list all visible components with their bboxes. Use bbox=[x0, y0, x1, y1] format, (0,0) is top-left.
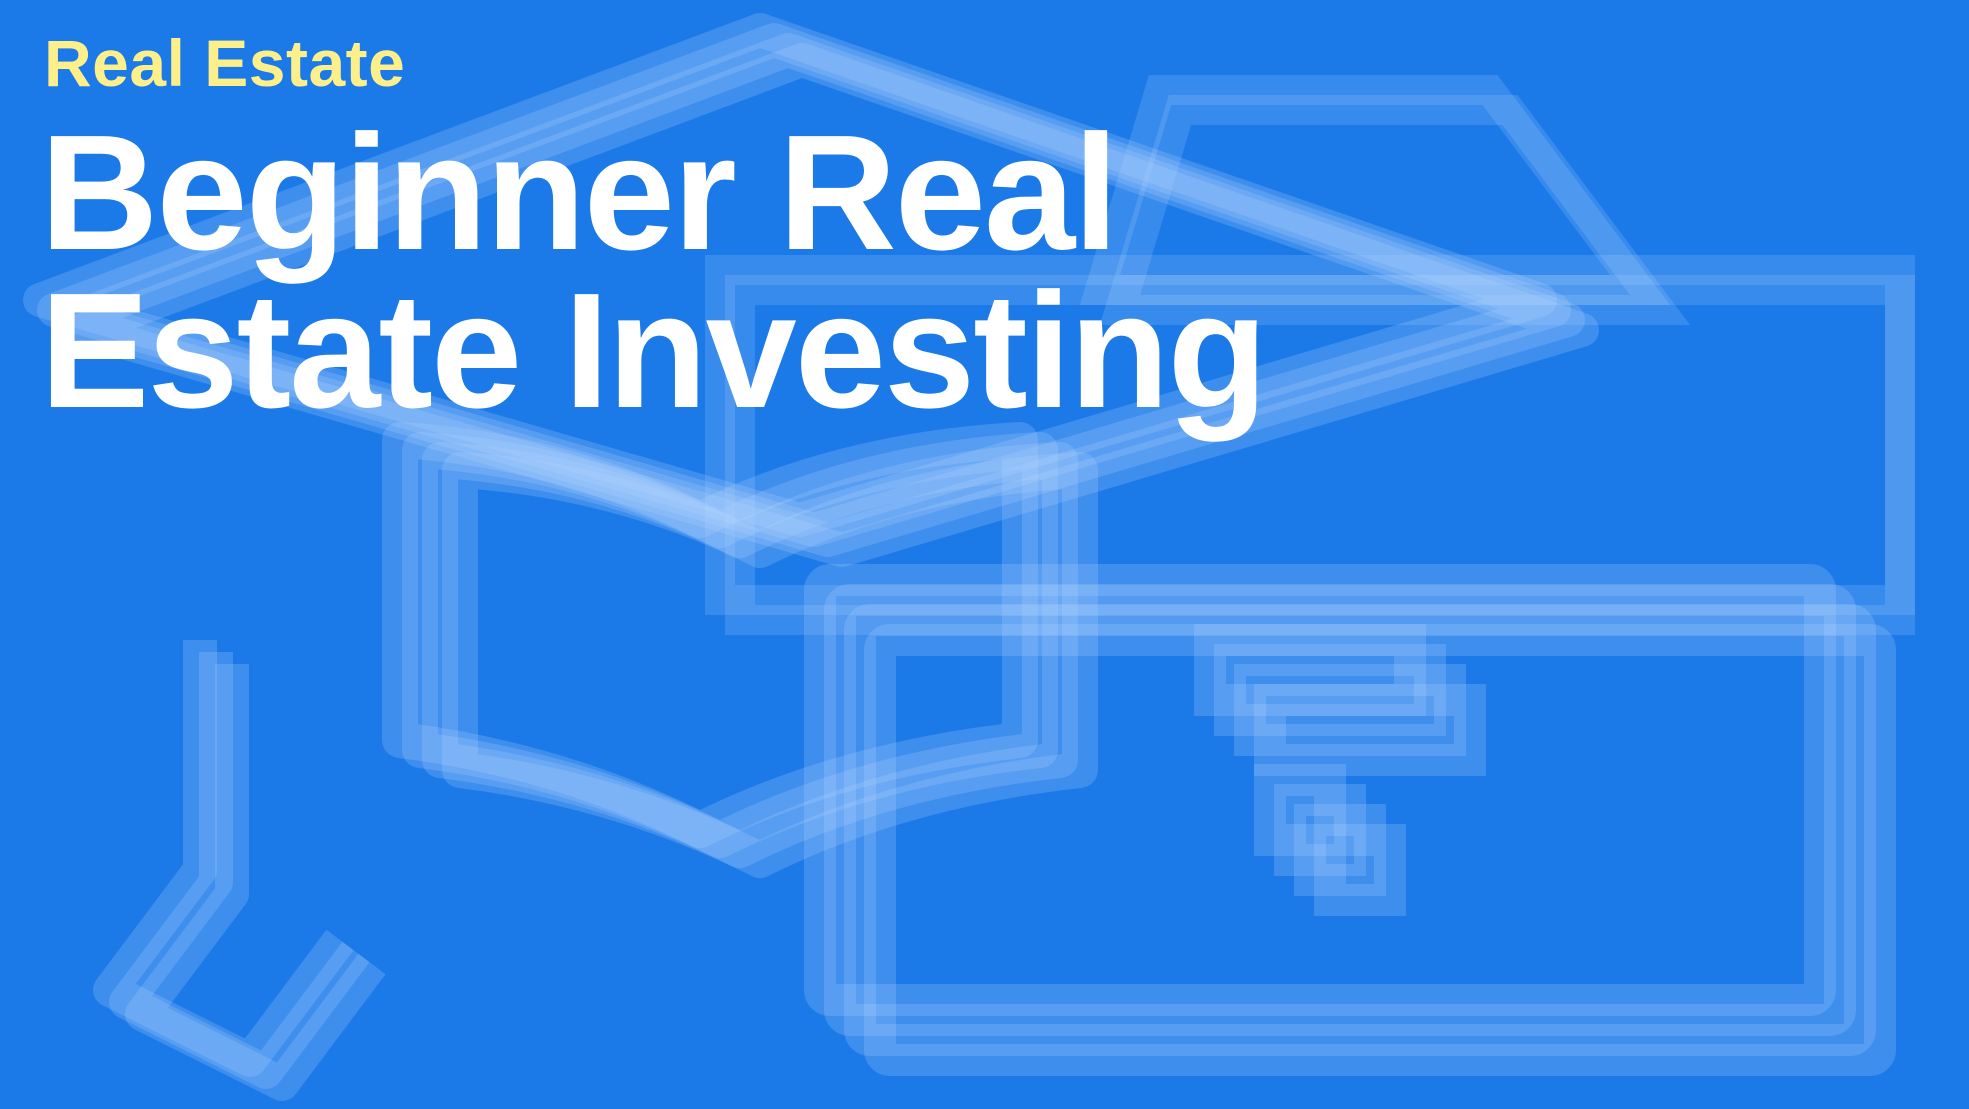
title-line-2: Estate Investing bbox=[40, 259, 1268, 442]
frame-echo-decor bbox=[705, 75, 1915, 635]
header-text-block: Real Estate Beginner Real Estate Investi… bbox=[40, 26, 1268, 433]
page-title: Beginner Real Estate Investing bbox=[40, 101, 1268, 442]
category-label[interactable]: Real Estate bbox=[44, 26, 406, 100]
wallet-icon bbox=[820, 580, 1880, 1060]
title-line-1: Beginner Real bbox=[40, 101, 1119, 284]
